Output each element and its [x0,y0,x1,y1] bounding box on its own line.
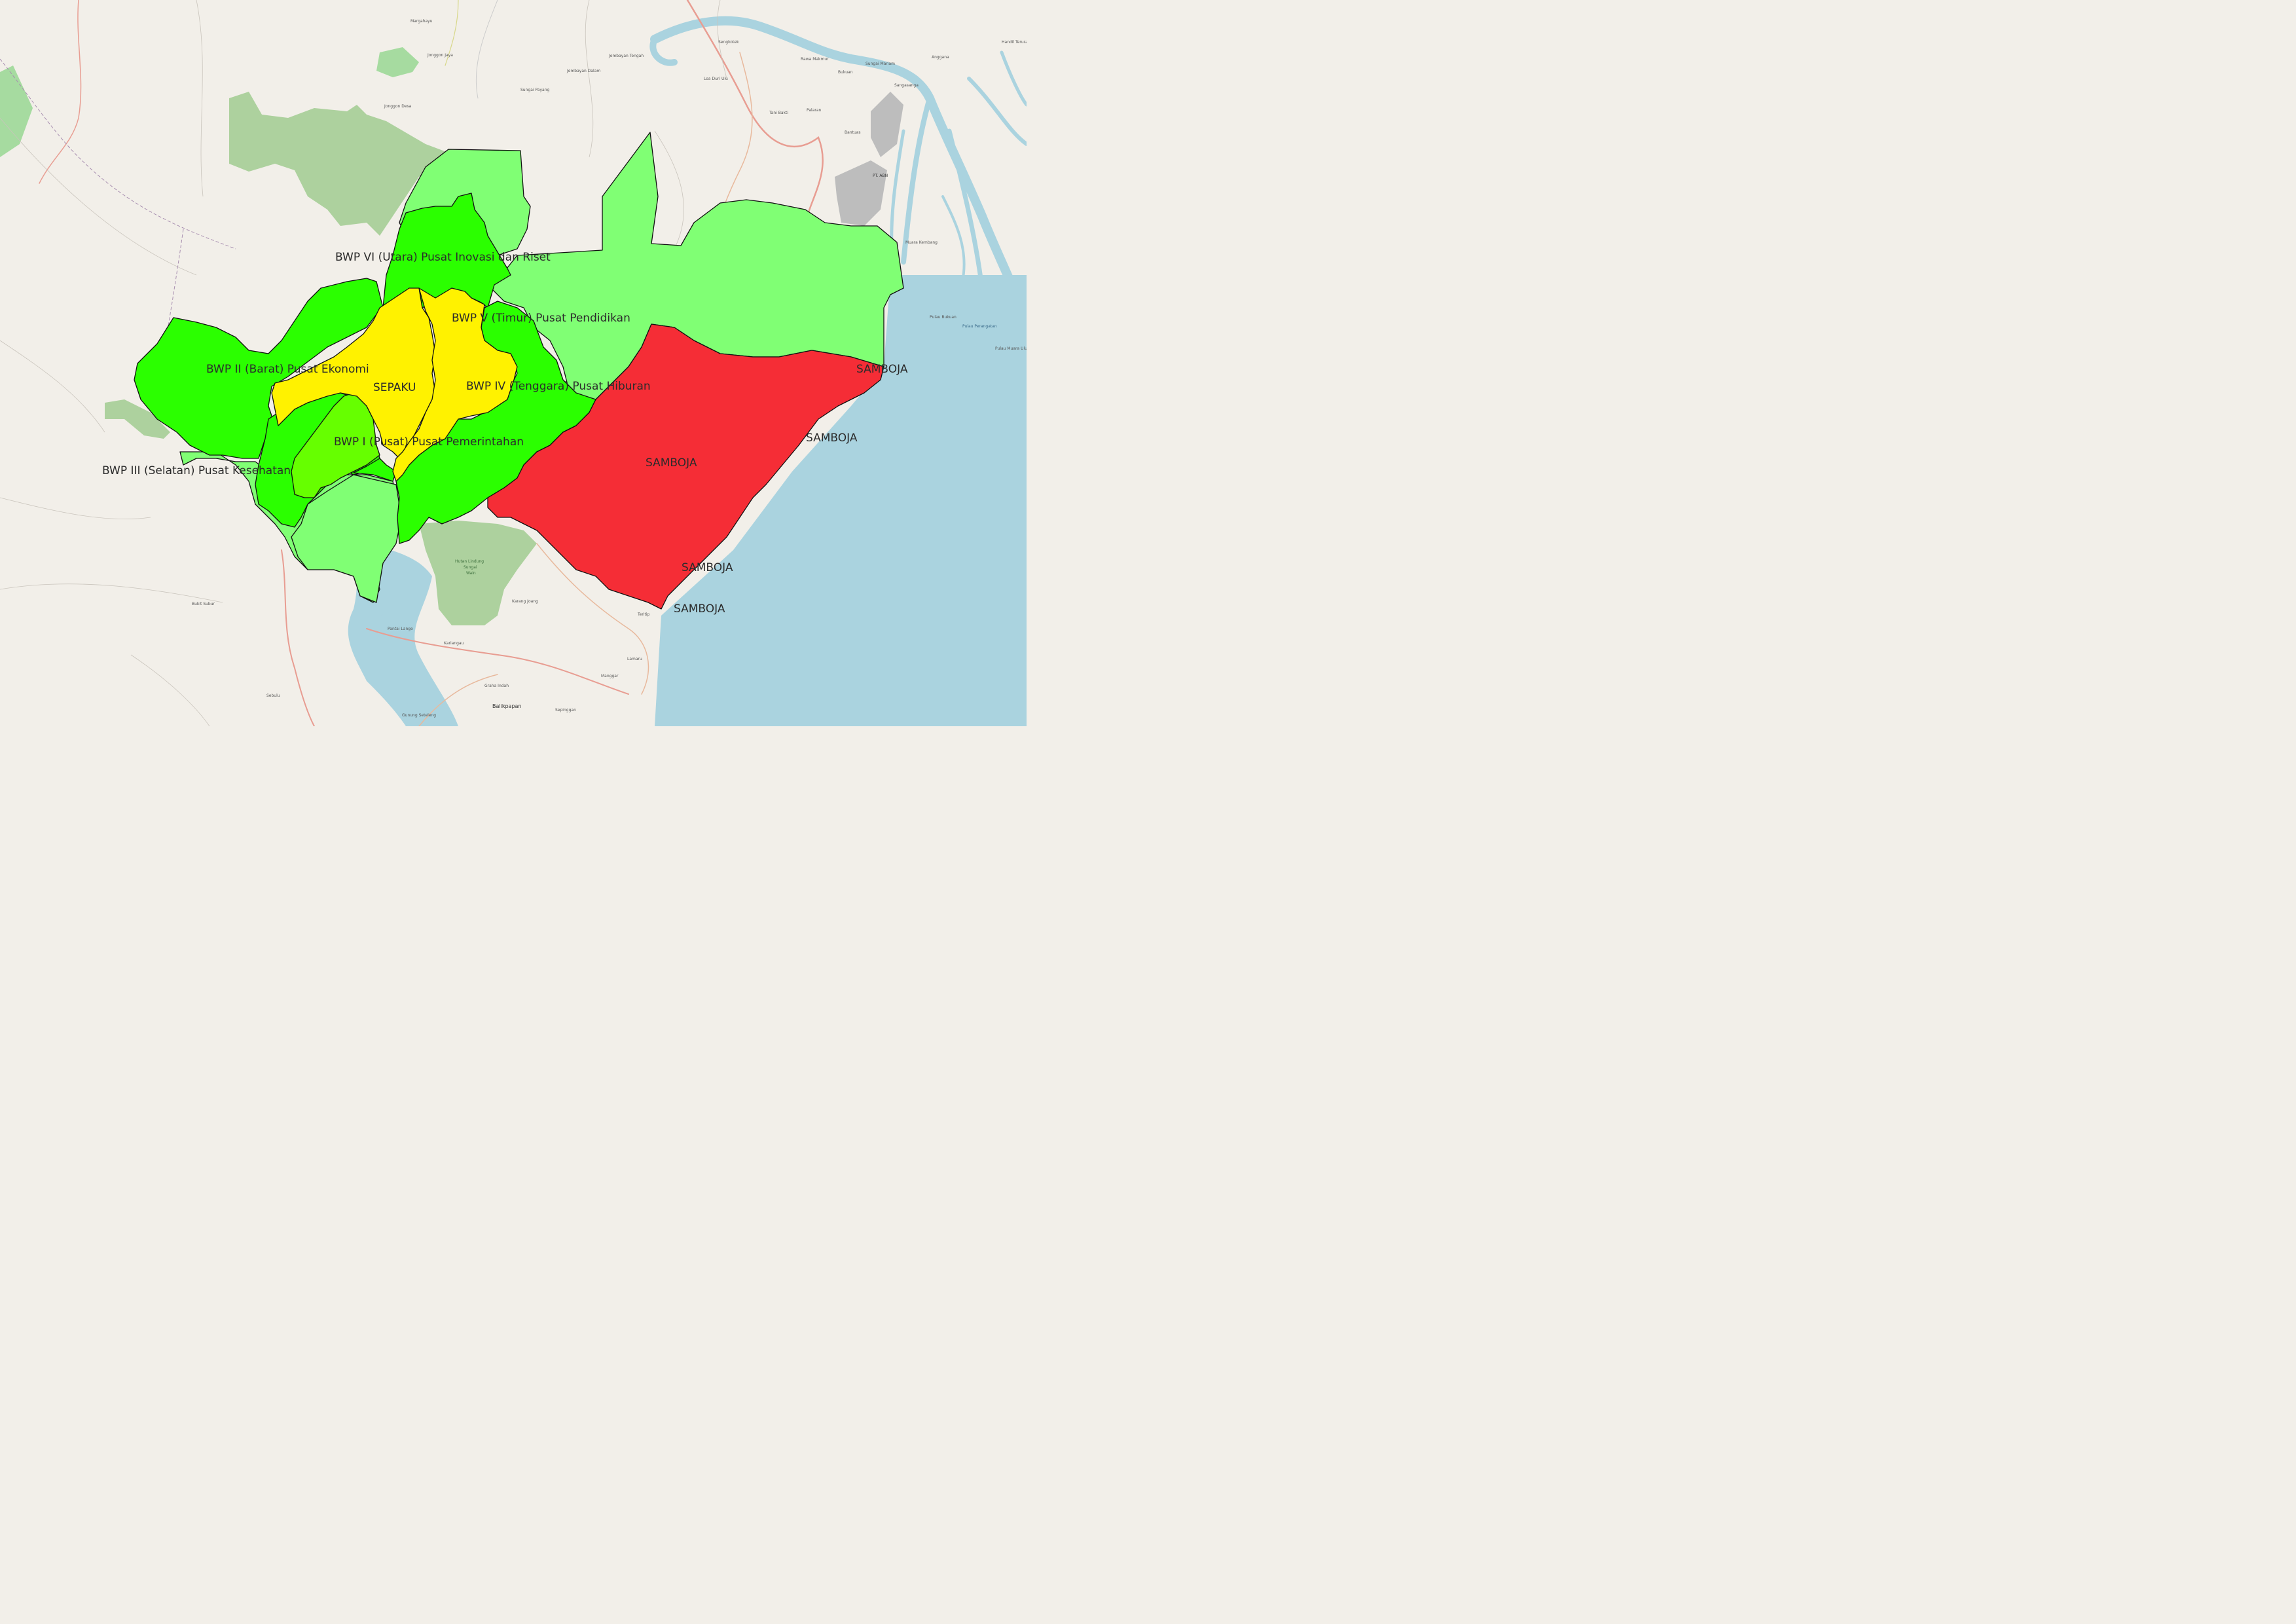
label-bukit-subur: Bukit Subur [192,602,215,606]
label-tani-bakti: Tani Bakti [769,111,789,115]
sea-area [655,275,1027,726]
label-samboja-2: SAMBOJA [806,432,858,445]
label-palaran: Palaran [807,108,822,113]
map-canvas[interactable]: BWP VI (Utara) Pusat Inovasi dan Riset B… [0,0,1027,726]
label-margahayu: Margahayu [410,19,433,24]
label-gunung-seteleng: Gunung Seteleng [402,713,437,718]
zone-sepaku-east [392,287,518,482]
label-bwp-i: BWP I (Pusat) Pusat Pemerintahan [334,435,524,449]
label-loa-duri-ulu: Loa Duri Ulu [704,77,728,81]
label-jembayan-tengah: Jembayan Tengah [609,54,644,58]
zone-bwp-i-green [353,458,397,482]
label-sengkotek: Sengkotek [718,40,739,45]
zone-bwp-i-lime [291,392,380,498]
label-handil-terusan: Handil Terusan [1002,40,1027,45]
label-sungai-mariam: Sungai Mariam [866,62,895,66]
forest-patch-north [229,92,452,236]
label-pulau-bukuan: Pulau Bukuan [930,315,957,320]
label-bwp-v: BWP V (Timur) Pusat Pendidikan [452,312,630,325]
label-hutan-lindung-3: Wain [466,571,476,576]
label-bantuas: Bantuas [845,130,861,135]
label-bukuan: Bukuan [838,70,853,75]
label-lamaru: Lamaru [627,657,642,661]
label-samboja-4: SAMBOJA [682,561,733,574]
minor-roads [0,0,727,726]
label-hutan-lindung-2: Sungai [464,565,477,570]
label-balikpapan: Balikpapan [492,703,522,709]
label-teritip: Teritip [638,612,650,617]
label-jonggon-desa: Jonggon Desa [384,104,412,109]
label-kariangau: Kariangau [444,641,464,646]
map-svg [0,0,1027,726]
forest-patch-sw [105,399,170,439]
label-anggana: Anggana [932,55,949,60]
label-rawa-makmur: Rawa Makmur [801,57,829,62]
label-sebulu: Sebulu [266,693,280,698]
industrial-area-2 [835,160,887,226]
label-graha-indah: Graha Indah [484,684,509,688]
label-jonggon-jaya: Jonggon Jaya [428,53,453,58]
zone-light-green-south-2 [291,474,402,603]
forest-patch-top [376,47,419,77]
label-bwp-vi: BWP VI (Utara) Pusat Inovasi dan Riset [335,251,551,264]
road-network [39,0,824,726]
label-karang-joang: Karang Joang [512,599,538,604]
label-bwp-iii: BWP III (Selatan) Pusat Kesehatan [102,464,291,477]
label-pantai-lango: Pantai Lango [388,627,413,631]
label-pulau-muara-ulu: Pulau Muara Ulu [995,346,1027,351]
label-pulau-perangatan: Pulau Perangatan [962,324,997,329]
label-sepinggan: Sepinggan [555,708,576,712]
label-pt-abn: PT. ABN [873,174,888,178]
label-bwp-iv: BWP IV (Tenggara) Pusat Hiburan [466,380,651,393]
label-samboja-5: SAMBOJA [674,602,725,616]
label-sungai-payang: Sungai Payang [520,88,550,92]
industrial-area-1 [871,92,903,157]
zone-bwp-ii [134,278,384,459]
label-sepaku: SEPAKU [373,381,416,394]
forest-hutan-lindung [419,521,537,625]
label-samboja-1: SAMBOJA [856,363,908,376]
label-manggar: Manggar [601,674,619,678]
label-muara-kembang: Muara Kembang [905,240,938,245]
river-network [649,16,1027,312]
admin-boundary [0,58,236,249]
zone-samboja [487,323,884,610]
label-bwp-ii: BWP II (Barat) Pusat Ekonomi [206,363,369,376]
label-sangasanga: Sangasanga [894,83,919,88]
forest-patch-left [0,65,33,157]
label-jembayan-dalam: Jembayan Dalam [567,69,601,73]
label-hutan-lindung-1: Hutan Lindung [455,559,484,564]
label-samboja-3: SAMBOJA [646,456,697,470]
